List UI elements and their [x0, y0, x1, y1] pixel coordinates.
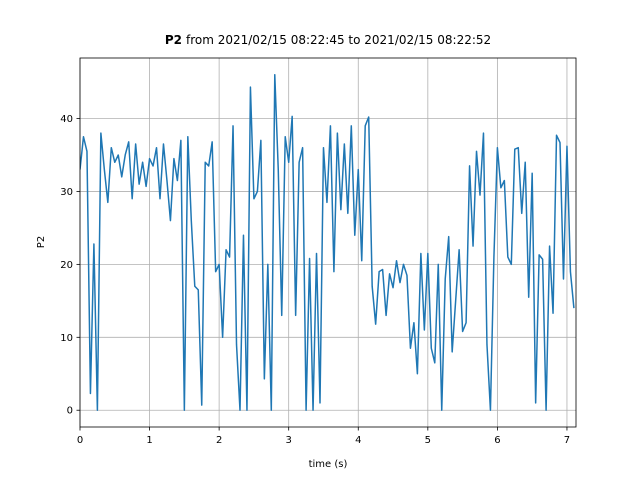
data-line	[80, 74, 575, 411]
axes-frame	[79, 57, 577, 428]
x-tick-label: 6	[494, 435, 500, 446]
x-tick-label: 5	[425, 435, 431, 446]
y-tick-label: 10	[60, 333, 73, 344]
x-tick-label: 3	[286, 435, 292, 446]
y-tick-label: 40	[60, 114, 73, 125]
chart-title: P2 from 2021/02/15 08:22:45 to 2021/02/15…	[165, 33, 491, 47]
x-tick-label: 7	[564, 435, 570, 446]
plot-area	[80, 74, 575, 411]
grid	[79, 58, 576, 427]
y-tick-label: 20	[60, 260, 73, 271]
x-axis-label: time (s)	[309, 459, 348, 470]
ticks: 0 1 2 3 4 5 6 7 0 10 20 30 40	[60, 114, 570, 446]
title-rest: from 2021/02/15 08:22:45 to 2021/02/15 0…	[186, 33, 491, 47]
x-tick-label: 1	[146, 435, 152, 446]
y-tick-label: 30	[60, 187, 73, 198]
x-tick-label: 4	[355, 435, 361, 446]
title-bold: P2	[165, 33, 182, 47]
y-axis-label: P2	[36, 236, 47, 248]
y-tick-label: 0	[67, 406, 73, 417]
x-tick-label: 0	[77, 435, 83, 446]
x-tick-label: 2	[216, 435, 222, 446]
